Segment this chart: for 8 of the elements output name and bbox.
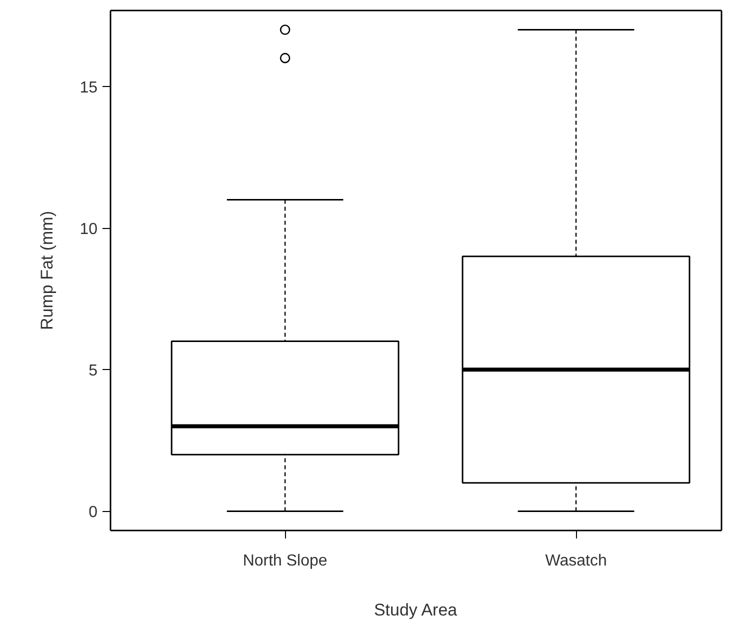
x-tick-label: Wasatch	[545, 552, 607, 570]
x-tick-label: North Slope	[242, 552, 328, 570]
y-tick-label: 10	[80, 221, 98, 238]
y-tick-label: 0	[88, 504, 98, 522]
y-tick-label: 5	[88, 362, 98, 380]
x-axis-title: Study Area	[374, 600, 458, 620]
y-tick-label: 15	[80, 79, 98, 96]
y-axis-title: Rump Fat (mm)	[38, 211, 57, 330]
